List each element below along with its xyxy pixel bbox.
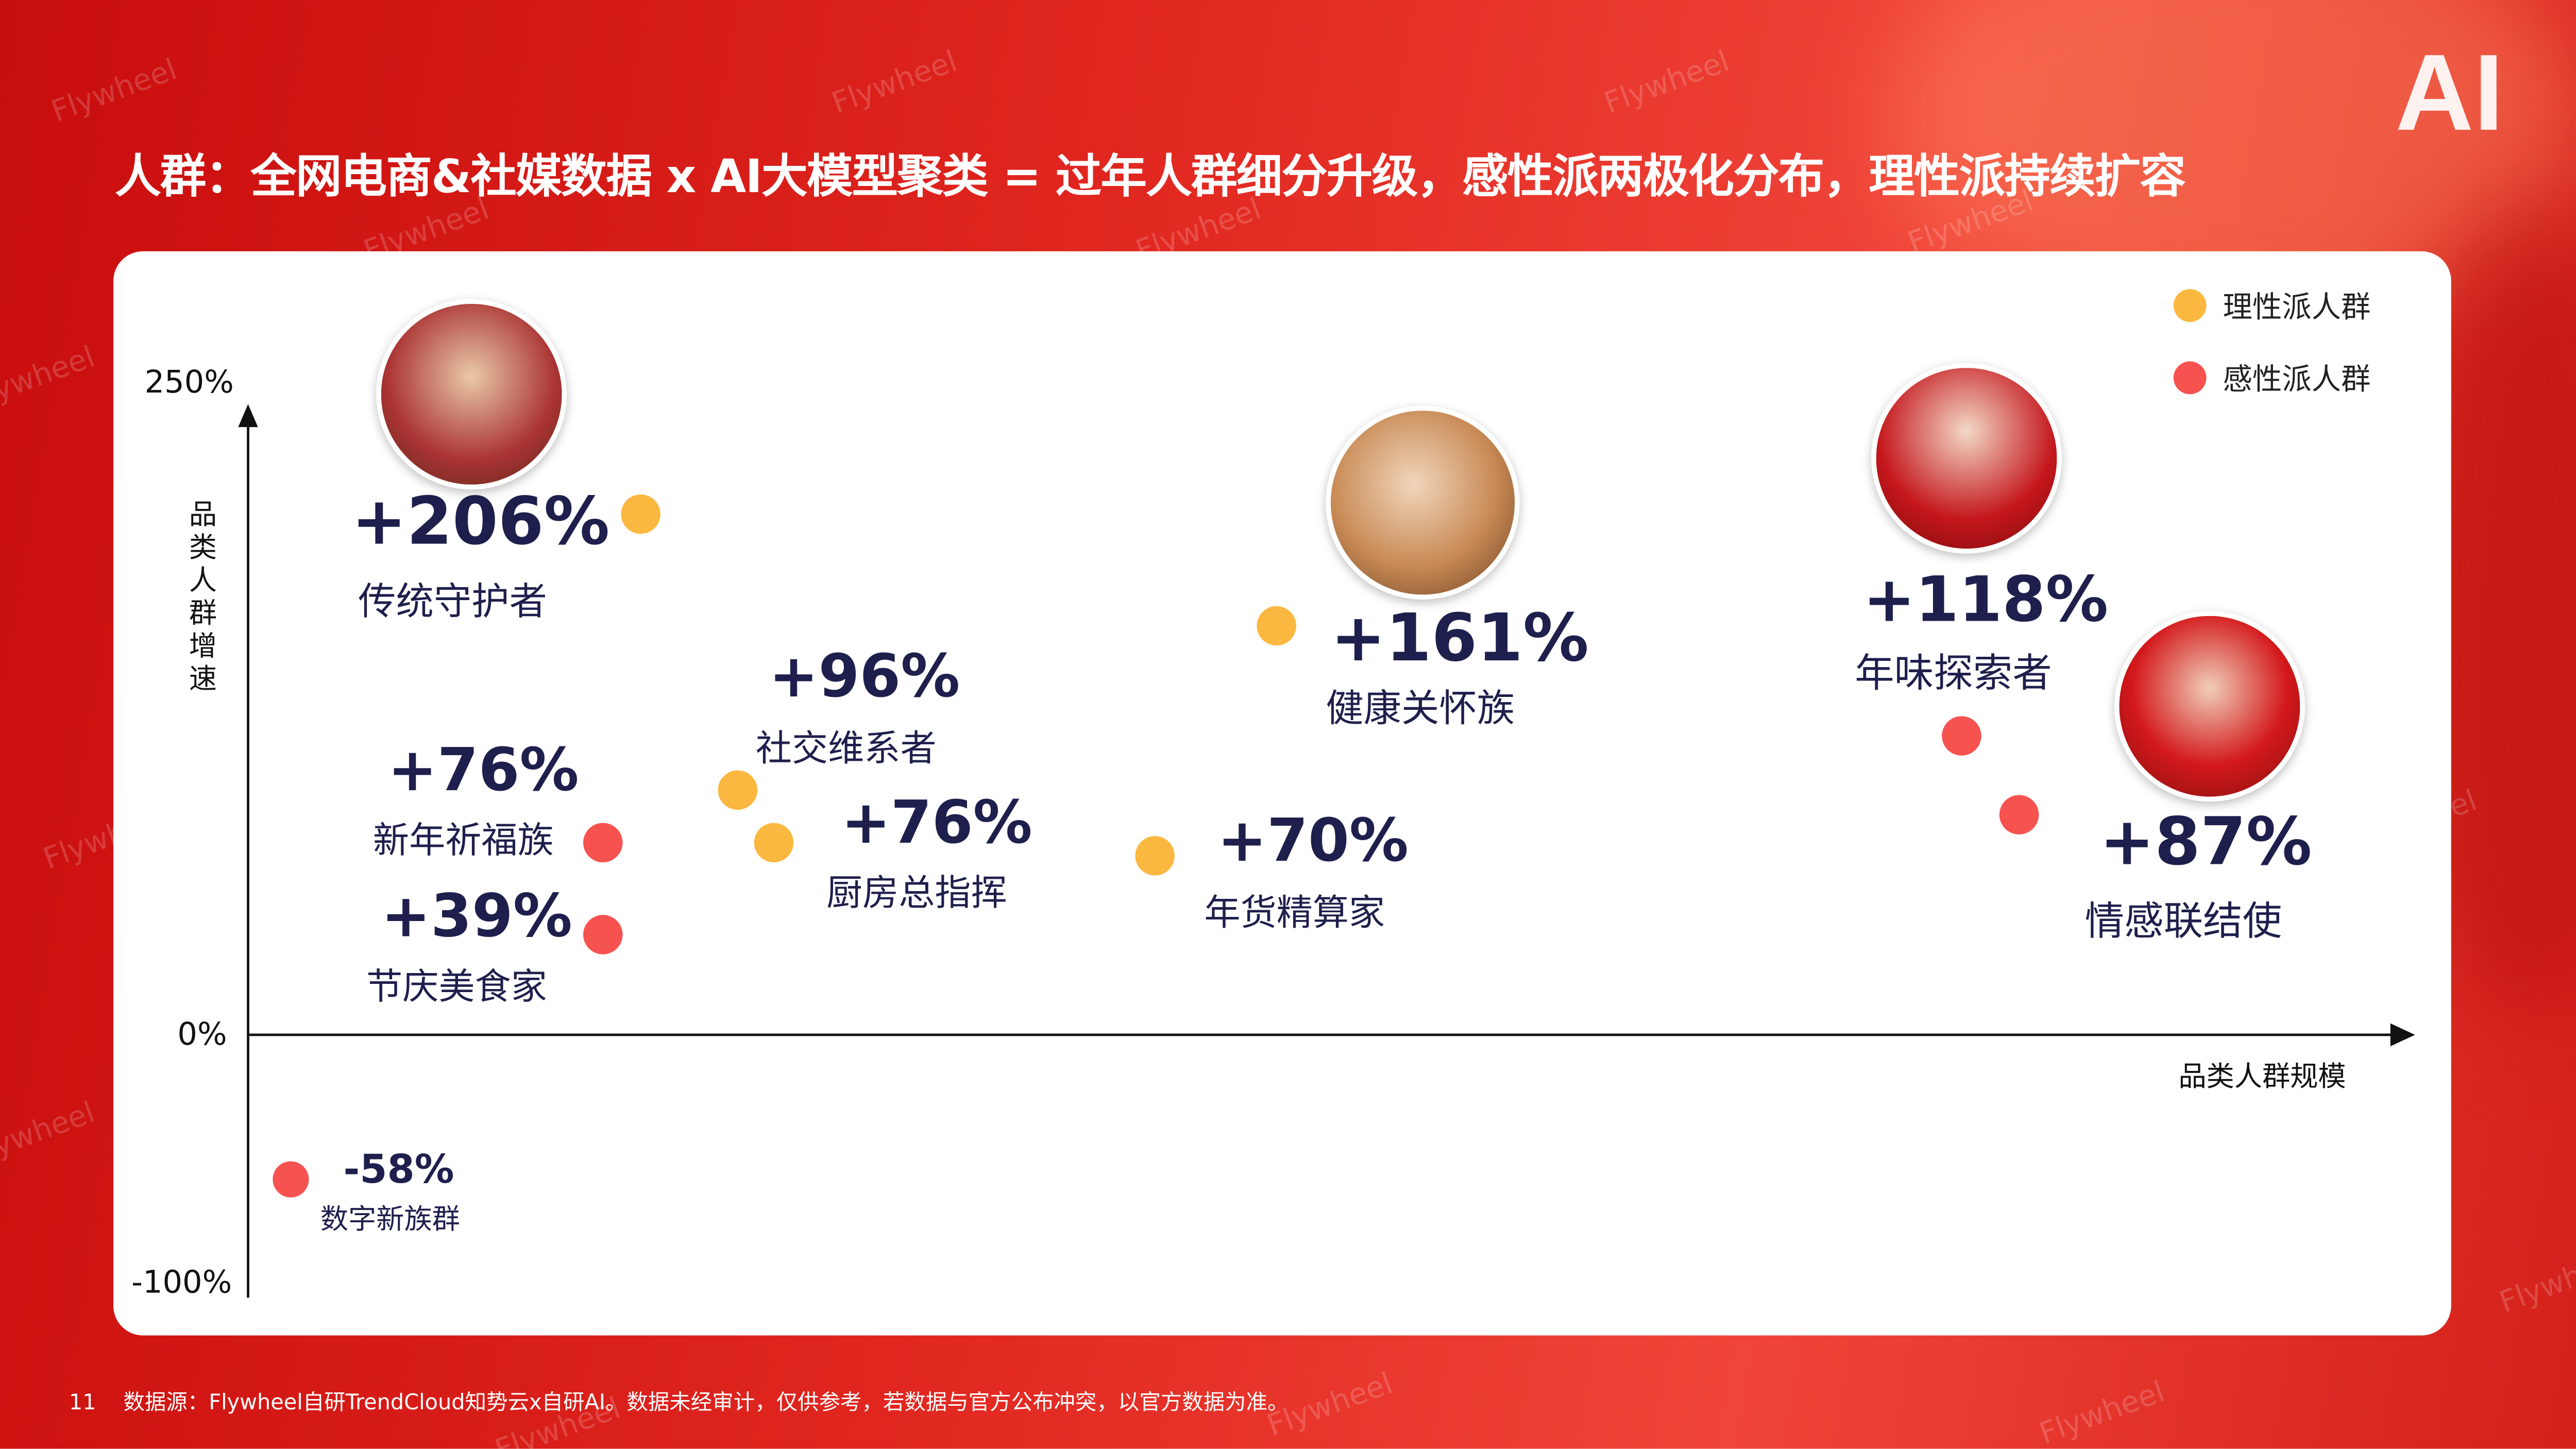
footer: 11 数据源：Flywheel自研TrendCloud知势云x自研AI。数据未经…	[69, 1385, 1289, 1416]
data-point	[621, 494, 660, 534]
legend-rational: 理性派人群	[2173, 284, 2371, 327]
legend-label: 理性派人群	[2223, 291, 2371, 326]
data-label-value: +76%	[841, 790, 1032, 858]
data-source: 数据源：Flywheel自研TrendCloud知势云x自研AI。数据未经审计，…	[123, 1391, 1289, 1416]
data-point	[1135, 836, 1175, 876]
y-tick-0: 0%	[177, 1016, 227, 1053]
data-label-value: +39%	[381, 883, 572, 951]
data-label-name: 年味探索者	[1855, 650, 2052, 697]
data-label-name: 社交维系者	[755, 729, 937, 771]
y-tick-minus100: -100%	[131, 1265, 232, 1301]
legend-dot	[2173, 289, 2207, 322]
page-title: 人群：全网电商&社媒数据 x AI大模型聚类 = 过年人群细分升级，感性派两极化…	[115, 149, 2186, 204]
data-label-name: 厨房总指挥	[826, 874, 1007, 915]
legend-dot	[2173, 361, 2207, 395]
x-axis-arrow	[2390, 1023, 2415, 1047]
y-axis-arrow	[238, 404, 258, 428]
data-point	[273, 1161, 309, 1198]
data-point	[1999, 795, 2039, 834]
data-label-name: 健康关怀族	[1326, 688, 1515, 731]
data-label-value: +87%	[2099, 805, 2312, 881]
data-label-name: 传统守护者	[358, 581, 547, 624]
data-label-name: 节庆美食家	[366, 967, 547, 1009]
y-tick-250: 250%	[144, 364, 234, 401]
data-label-value: +118%	[1863, 563, 2109, 636]
data-label-value: -58%	[343, 1146, 454, 1193]
data-point	[754, 823, 794, 863]
photo-traditional-guardian	[376, 299, 567, 490]
photo-health-care	[1326, 405, 1520, 600]
data-label-value: +161%	[1330, 601, 1589, 677]
ai-badge: AI	[2395, 31, 2504, 153]
data-point	[583, 823, 623, 863]
legend-label: 感性派人群	[2223, 363, 2371, 398]
photo-emotional-connector	[2114, 611, 2305, 802]
data-point	[1942, 716, 1981, 756]
data-point	[1257, 606, 1296, 646]
data-label-value: +206%	[351, 484, 610, 560]
data-point	[718, 770, 758, 810]
data-label-value: +96%	[769, 644, 960, 711]
data-label-name: 情感联结使	[2084, 898, 2282, 945]
data-label-name: 数字新族群	[320, 1204, 460, 1237]
photo-flavor-explorer	[1871, 363, 2062, 554]
y-axis-label: 品类人群增速	[189, 499, 217, 697]
x-axis-label: 品类人群规模	[2178, 1061, 2346, 1094]
data-point	[583, 915, 623, 954]
data-label-value: +76%	[387, 737, 579, 805]
legend-emotional: 感性派人群	[2173, 356, 2371, 399]
page-number: 11	[69, 1391, 96, 1416]
data-label-name: 新年祈福族	[372, 821, 554, 863]
data-label-value: +70%	[1217, 808, 1409, 876]
data-label-name: 年货精算家	[1204, 893, 1385, 935]
